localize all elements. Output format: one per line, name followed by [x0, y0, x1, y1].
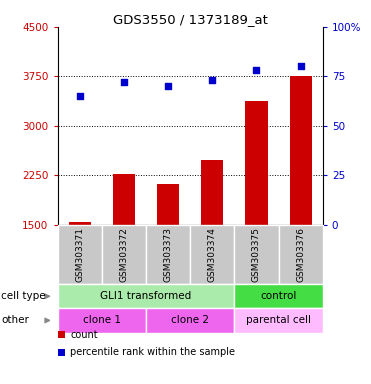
Point — [253, 67, 259, 73]
Text: GLI1 transformed: GLI1 transformed — [100, 291, 191, 301]
Text: GSM303374: GSM303374 — [208, 227, 217, 282]
Bar — [69, 222, 91, 225]
Bar — [157, 184, 179, 225]
Text: parental cell: parental cell — [246, 315, 311, 326]
Text: clone 2: clone 2 — [171, 315, 209, 326]
Point — [209, 77, 215, 83]
Point — [121, 79, 127, 85]
Text: cell type: cell type — [1, 291, 46, 301]
Text: GSM303372: GSM303372 — [119, 227, 128, 282]
Text: other: other — [1, 315, 29, 326]
Point — [165, 83, 171, 89]
Text: percentile rank within the sample: percentile rank within the sample — [70, 347, 236, 357]
Bar — [245, 101, 267, 225]
Text: GSM303371: GSM303371 — [75, 227, 84, 282]
Point — [77, 93, 83, 99]
Bar — [113, 174, 135, 225]
Text: GSM303376: GSM303376 — [296, 227, 305, 282]
Text: clone 1: clone 1 — [83, 315, 121, 326]
Bar — [201, 160, 223, 225]
Text: control: control — [260, 291, 297, 301]
Text: GSM303373: GSM303373 — [164, 227, 173, 282]
Bar — [290, 76, 312, 225]
Title: GDS3550 / 1373189_at: GDS3550 / 1373189_at — [113, 13, 267, 26]
Text: count: count — [70, 330, 98, 340]
Text: GSM303375: GSM303375 — [252, 227, 261, 282]
Point — [298, 63, 303, 70]
